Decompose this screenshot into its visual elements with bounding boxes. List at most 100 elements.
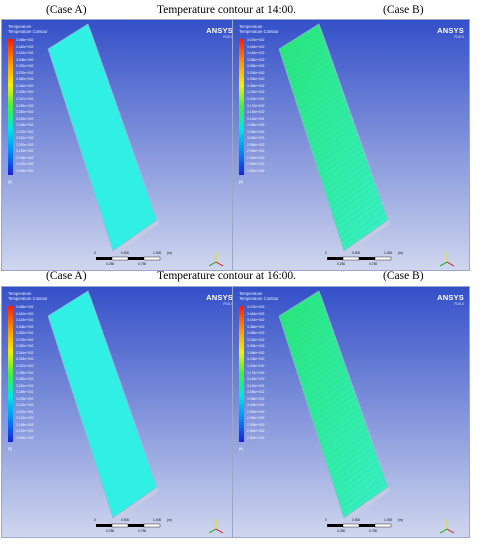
contour-band-line bbox=[329, 442, 373, 473]
legend-tick-label: 2.826e+002 bbox=[247, 169, 265, 173]
contour-band-line bbox=[296, 344, 339, 372]
legend-tick-label: 3.356e+002 bbox=[247, 64, 265, 69]
scale-bar bbox=[327, 256, 392, 261]
legend-tick-label: 3.416e+002 bbox=[247, 318, 265, 323]
contour-band-line bbox=[291, 63, 333, 90]
scale-label-1000: 1.000 bbox=[153, 251, 162, 255]
legend-tick-label: 3.026e+002 bbox=[247, 403, 265, 408]
contour-band-line bbox=[304, 102, 347, 130]
legend-tick-label: 3.360e+002 bbox=[16, 344, 34, 349]
contour-band-line bbox=[334, 190, 378, 221]
legend-tick-label: 3.200e+002 bbox=[16, 409, 34, 414]
tilted-plate bbox=[278, 23, 390, 255]
legend-tick-label: 3.216e+002 bbox=[16, 136, 34, 141]
contour-band-line bbox=[340, 210, 385, 242]
legend-tick-label: 2.906e+002 bbox=[247, 162, 265, 167]
legend-tick-label: 3.360e+002 bbox=[16, 77, 34, 82]
legend-tick-label: 3.312e+002 bbox=[16, 96, 34, 101]
contour-band-line bbox=[308, 112, 351, 141]
legend-tick-label: 3.184e+002 bbox=[16, 149, 34, 154]
contour-band-line bbox=[287, 48, 328, 75]
scale-label-250: 0.250 bbox=[106, 529, 115, 533]
axis-triad-icon bbox=[208, 519, 224, 534]
contour-render bbox=[2, 20, 238, 270]
legend-tick-label: 2.936e+002 bbox=[247, 155, 265, 160]
legend-tick-label: 3.446e+002 bbox=[247, 44, 265, 49]
contour-band-line bbox=[309, 116, 352, 146]
contour-band-line bbox=[322, 423, 366, 453]
contour-band-line bbox=[330, 180, 375, 211]
legend-tick-label: 2.906e+002 bbox=[247, 429, 265, 434]
contour-band-line bbox=[322, 156, 366, 186]
legend-tick-label: 3.386e+002 bbox=[247, 324, 265, 329]
ansys-logo: ANSYS bbox=[206, 293, 233, 302]
legend-tick-label: 3.236e+002 bbox=[247, 357, 265, 362]
contour-panel-case-b-1400: Temperature Temperature Contour 3.476e+0… bbox=[232, 19, 470, 271]
contour-band-line bbox=[317, 408, 361, 438]
legend-tick-label: 3.376e+002 bbox=[16, 70, 34, 75]
caption-case-a-1400: (Case A) bbox=[46, 4, 87, 16]
contour-band-line bbox=[295, 72, 337, 100]
ansys-version-label: R15.0 bbox=[454, 35, 464, 39]
legend-tick-label: 3.264e+002 bbox=[16, 383, 34, 388]
color-legend-bar bbox=[239, 39, 244, 175]
legend-tick-label: 2.966e+002 bbox=[247, 149, 265, 154]
axis-triad-icon bbox=[208, 252, 224, 267]
contour-band-line bbox=[285, 310, 326, 337]
legend-tick-label: 2.848e+002 bbox=[16, 169, 34, 173]
contour-band-line bbox=[327, 437, 371, 468]
scale-label-0: 0 bbox=[325, 251, 327, 255]
contour-band-line bbox=[287, 315, 328, 342]
legend-title: Temperature Temperature Contour bbox=[239, 291, 279, 301]
scale-label-250: 0.250 bbox=[106, 262, 115, 266]
legend-tick-label: 3.146e+002 bbox=[247, 377, 265, 382]
legend-title: Temperature Temperature Contour bbox=[239, 24, 279, 34]
figure-title-1400: Temperature contour at 14:00. bbox=[157, 4, 297, 16]
legend-tick-label: 3.392e+002 bbox=[16, 64, 34, 69]
contour-band-line bbox=[309, 383, 352, 413]
legend-tick-label: 3.152e+002 bbox=[16, 429, 34, 434]
legend-tick-label: 3.236e+002 bbox=[247, 90, 265, 95]
legend-tick-label: 3.176e+002 bbox=[247, 103, 265, 108]
scale-label-0: 0 bbox=[325, 518, 327, 522]
legend-tick-label: 2.848e+002 bbox=[16, 436, 34, 440]
legend-unit-label: [K] bbox=[8, 447, 13, 451]
scale-label-0: 0 bbox=[94, 251, 96, 255]
scale-unit-label: (m) bbox=[167, 251, 172, 255]
contour-band-line bbox=[314, 398, 358, 428]
contour-band-line bbox=[334, 457, 378, 488]
contour-band-line bbox=[342, 214, 387, 247]
legend-unit-label: [K] bbox=[8, 180, 13, 184]
tilted-plate bbox=[47, 290, 159, 522]
legend-tick-label: 3.328e+002 bbox=[16, 90, 34, 95]
caption-case-b-1600: (Case B) bbox=[383, 270, 424, 282]
legend-tick-label: 3.376e+002 bbox=[16, 337, 34, 342]
contour-band-line bbox=[329, 175, 373, 206]
legend-tick-label: 3.232e+002 bbox=[16, 129, 34, 134]
legend-tick-label: 3.264e+002 bbox=[16, 116, 34, 121]
contour-band-line bbox=[296, 77, 339, 105]
legend-tick-label: 3.056e+002 bbox=[247, 396, 265, 401]
scale-label-250: 0.250 bbox=[337, 262, 346, 266]
legend-tick-label: 3.440e+002 bbox=[16, 44, 34, 49]
contour-band-line bbox=[317, 141, 361, 171]
legend-tick-label: 3.116e+002 bbox=[247, 383, 265, 388]
caption-case-b-1400: (Case B) bbox=[383, 4, 424, 16]
legend-tick-label: 3.344e+002 bbox=[16, 350, 34, 355]
contour-band-line bbox=[326, 165, 370, 196]
legend-tick-label: 3.424e+002 bbox=[16, 318, 34, 323]
contour-band-line bbox=[313, 393, 356, 423]
contour-band-line bbox=[319, 146, 363, 176]
contour-band-line bbox=[314, 131, 358, 161]
legend-tick-label: 3.184e+002 bbox=[16, 416, 34, 421]
contour-band-line bbox=[303, 97, 345, 125]
contour-band-line bbox=[330, 447, 375, 478]
legend-tick-label: 3.312e+002 bbox=[16, 363, 34, 368]
legend-tick-label: 3.408e+002 bbox=[16, 324, 34, 329]
contour-band-line bbox=[337, 467, 382, 498]
contour-band-line bbox=[293, 67, 335, 95]
color-legend-bar bbox=[8, 39, 13, 175]
scale-label-750: 0.750 bbox=[138, 529, 147, 533]
tilted-plate bbox=[47, 23, 159, 255]
contour-band-line bbox=[335, 195, 380, 226]
